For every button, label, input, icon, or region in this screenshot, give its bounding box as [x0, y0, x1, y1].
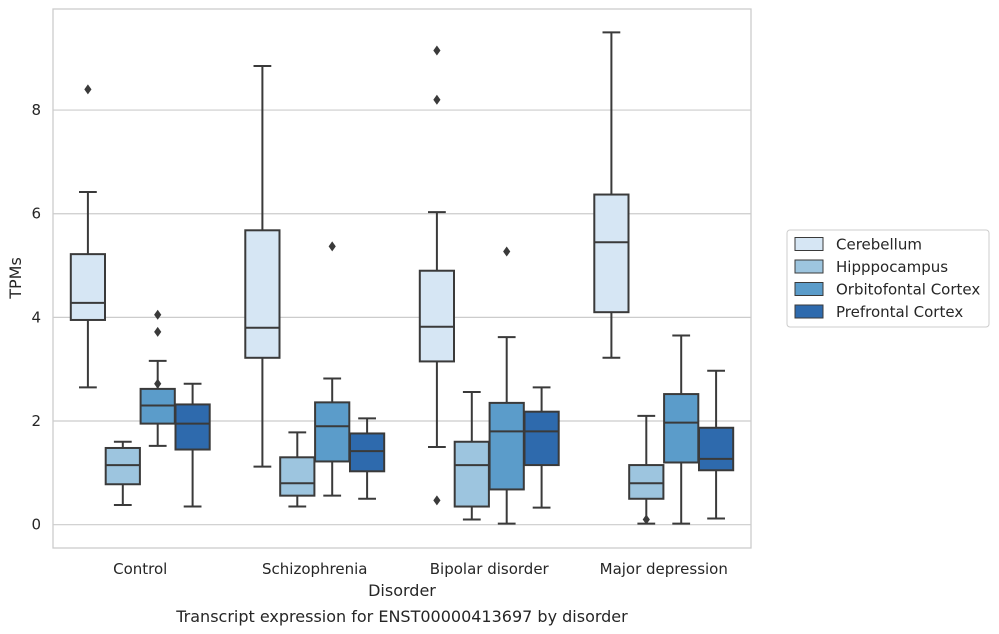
box-iqr: [593, 193, 630, 314]
legend-label: Prefrontal Cortex: [836, 303, 963, 321]
box-1-3: [628, 414, 665, 525]
box-2-3: [663, 334, 700, 525]
legend-swatch: [794, 282, 824, 296]
box-iqr: [314, 401, 351, 463]
y-tick-label: 2: [31, 412, 41, 430]
box-iqr: [523, 410, 560, 467]
y-axis-title: TPMs: [6, 257, 25, 300]
box-iqr: [104, 446, 141, 486]
legend-swatch: [794, 237, 824, 251]
x-tick-label: Major depression: [600, 560, 728, 578]
legend-swatch: [794, 259, 824, 274]
outlier-point: [642, 514, 650, 525]
outlier-point: [503, 246, 511, 257]
box-iqr: [663, 393, 700, 464]
box-0-1: [244, 65, 281, 468]
outlier-point: [154, 326, 162, 337]
box-series: [69, 31, 735, 525]
box-3-0: [174, 382, 211, 508]
outlier-point: [433, 45, 441, 56]
x-tick-label: Control: [113, 560, 167, 578]
outlier-point: [154, 309, 162, 320]
box-iqr: [69, 253, 107, 321]
legend: Cerebellum Hipppocampus Orbitofontal Corte…: [786, 229, 990, 328]
box-3-3: [697, 369, 735, 520]
x-tick-label: Schizophrenia: [262, 560, 367, 578]
box-iqr: [488, 401, 525, 491]
box-iqr: [348, 432, 386, 473]
chart-title: Transcript expression for ENST0000041369…: [175, 607, 628, 626]
outlier-point: [433, 495, 441, 506]
x-axis-title: Disorder: [368, 581, 436, 600]
y-axis-ticks: 0 2 4 6 8: [31, 101, 41, 534]
box-1-0: [104, 440, 141, 506]
box-iqr: [418, 269, 456, 363]
x-axis-ticks: Control Schizophrenia Bipolar disorder Majo…: [113, 560, 728, 578]
box-3-1: [348, 417, 386, 500]
box-2-2: [488, 246, 525, 525]
box-iqr: [279, 456, 316, 497]
y-tick-label: 8: [31, 101, 41, 119]
box-iqr: [453, 440, 490, 508]
box-iqr: [244, 229, 281, 359]
x-tick-label: Bipolar disorder: [430, 560, 550, 578]
outlier-point: [154, 378, 162, 389]
box-0-0: [69, 84, 107, 389]
box-0-3: [593, 31, 630, 359]
box-2-0: [139, 309, 176, 447]
box-iqr: [697, 426, 735, 472]
legend-frame: [786, 229, 990, 328]
box-iqr: [174, 403, 211, 451]
box-iqr: [628, 464, 665, 500]
legend-label: Orbitofontal Cortex: [836, 281, 980, 299]
box-0-2: [418, 45, 456, 506]
legend-swatch: [794, 304, 824, 319]
y-tick-label: 0: [31, 516, 41, 534]
outlier-point: [433, 94, 441, 105]
outlier-point: [84, 84, 92, 95]
legend-label: Cerebellum: [836, 236, 922, 254]
plot-frame: [52, 8, 752, 549]
outlier-point: [328, 241, 336, 252]
box-2-1: [314, 241, 351, 497]
y-tick-label: 4: [31, 308, 41, 326]
legend-label: Hipppocampus: [836, 258, 948, 276]
box-1-2: [453, 391, 490, 521]
y-tick-label: 6: [31, 205, 41, 223]
box-1-1: [279, 431, 316, 508]
box-3-2: [523, 386, 560, 509]
